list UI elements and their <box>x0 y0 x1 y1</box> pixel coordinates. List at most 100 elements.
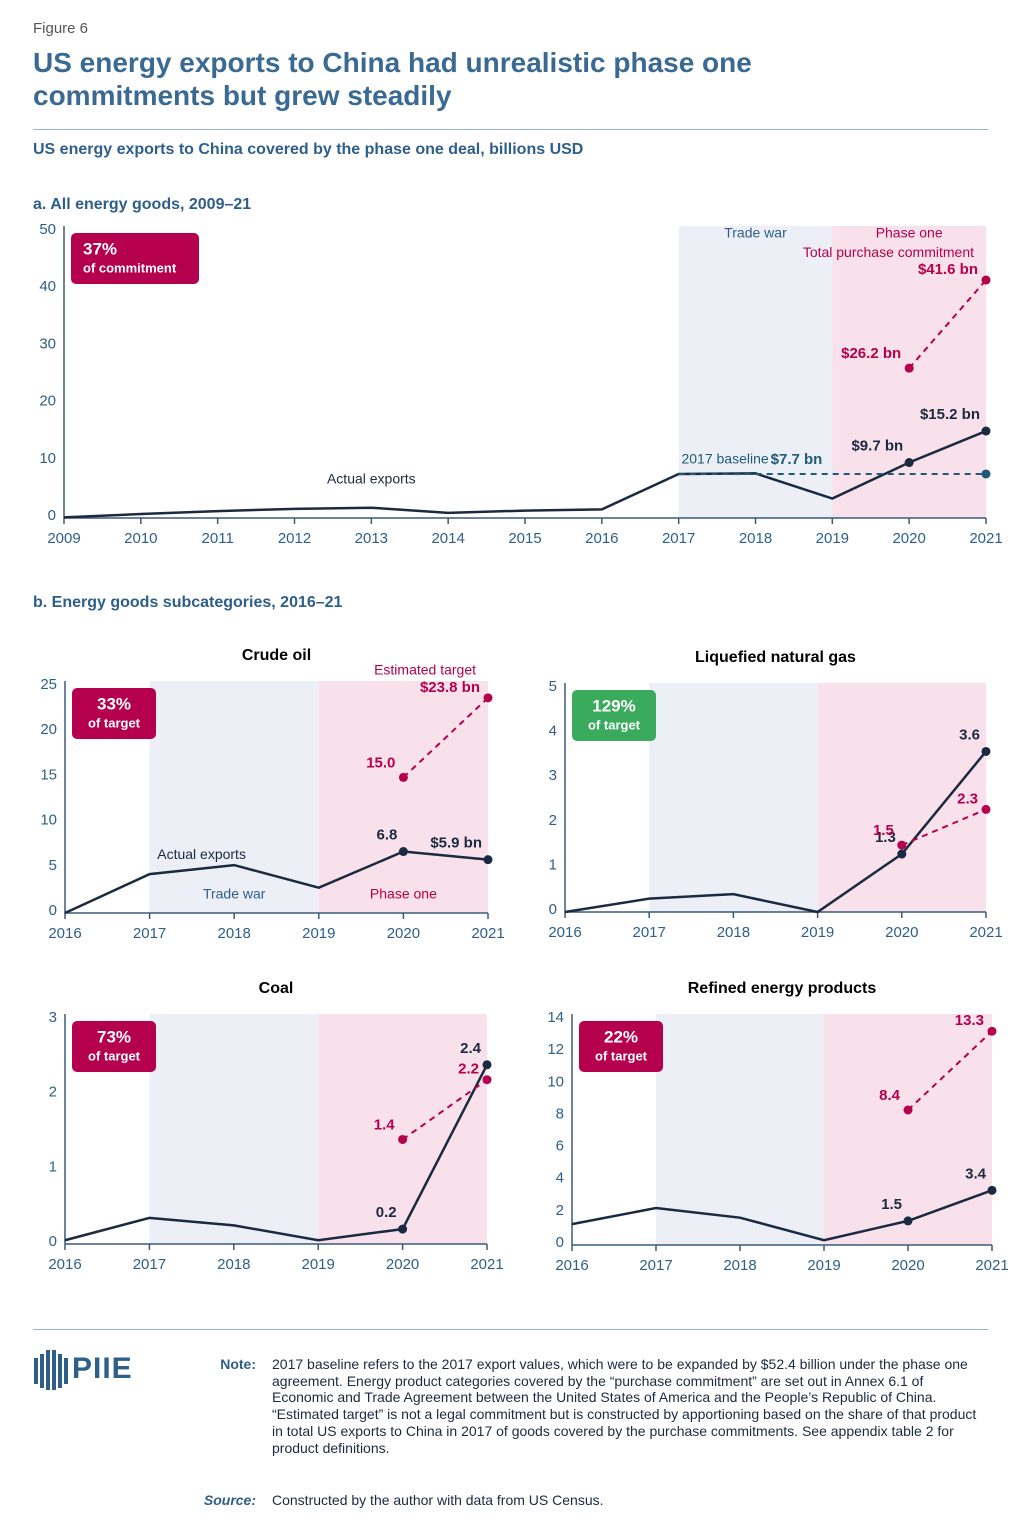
figure-label: Figure 6 <box>33 20 89 37</box>
point <box>903 1216 913 1226</box>
rule <box>33 129 988 130</box>
value-label: $9.7 bn <box>851 437 903 454</box>
value-label: 1.4 <box>374 1116 396 1133</box>
x-tick-label: 2015 <box>508 530 541 547</box>
period-shade <box>656 1014 824 1245</box>
badge-value: 22% <box>604 1027 638 1046</box>
x-tick-label: 2021 <box>470 1256 503 1273</box>
value-label: 2.3 <box>957 790 978 807</box>
series-label: Actual exports <box>157 846 246 862</box>
title: US energy exports to China had unrealist… <box>33 47 752 111</box>
y-tick-label: 50 <box>39 221 56 238</box>
chart-title: a. All energy goods, 2009–21 <box>33 196 251 213</box>
point <box>981 426 991 436</box>
value-label: 3.4 <box>965 1165 987 1182</box>
period-shade <box>817 683 986 912</box>
series-label: Actual exports <box>327 470 416 486</box>
value-label: 15.0 <box>366 754 395 771</box>
x-tick-label: 2020 <box>386 1256 419 1273</box>
value-label: 3.6 <box>959 726 980 743</box>
value-label: 13.3 <box>955 1012 984 1029</box>
y-tick-label: 2 <box>549 812 557 829</box>
badge <box>572 690 656 741</box>
badge-value: 33% <box>97 694 131 713</box>
y-tick-label: 20 <box>40 721 57 738</box>
y-tick-label: 2 <box>556 1202 564 1219</box>
period-label: Phase one <box>370 886 437 902</box>
y-tick-label: 0 <box>549 901 557 918</box>
point <box>981 804 991 814</box>
badge <box>72 1021 156 1072</box>
point <box>398 847 408 857</box>
y-tick-label: 1 <box>549 856 557 873</box>
point <box>897 849 907 859</box>
value-label: $41.6 bn <box>918 261 978 278</box>
value-label: 1.5 <box>873 822 894 839</box>
series-label: Estimated target <box>374 662 476 678</box>
x-tick-label: 2016 <box>555 1257 588 1274</box>
y-tick-label: 10 <box>547 1073 564 1090</box>
x-tick-label: 2014 <box>431 530 464 547</box>
x-tick-label: 2019 <box>302 925 335 942</box>
x-tick-label: 2013 <box>355 530 388 547</box>
x-tick-label: 2021 <box>471 925 504 942</box>
series-line <box>63 429 987 519</box>
series-line <box>901 808 987 847</box>
value-label: 6.8 <box>377 826 398 843</box>
x-tick-label: 2012 <box>278 530 311 547</box>
section-title: b. Energy goods subcategories, 2016–21 <box>33 594 343 611</box>
y-tick-label: 30 <box>39 335 56 352</box>
y-tick-label: 5 <box>549 678 557 695</box>
series-line <box>907 1030 993 1111</box>
value-label: $7.7 bn <box>771 451 823 468</box>
x-tick-label: 2017 <box>133 1256 166 1273</box>
x-tick-label: 2018 <box>723 1257 756 1274</box>
logo-icon <box>34 1350 68 1390</box>
x-tick-label: 2018 <box>218 925 251 942</box>
point <box>904 363 914 373</box>
x-tick-label: 2018 <box>717 924 750 941</box>
badge-caption: of commitment <box>83 260 177 275</box>
y-tick-label: 1 <box>49 1158 57 1175</box>
x-tick-label: 2019 <box>807 1257 840 1274</box>
x-tick-label: 2017 <box>133 925 166 942</box>
badge-value: 37% <box>83 239 117 258</box>
badge <box>72 688 156 739</box>
y-tick-label: 0 <box>556 1234 564 1251</box>
source-label: Source: <box>203 1492 256 1508</box>
point <box>398 1134 408 1144</box>
x-tick-label: 2018 <box>739 530 772 547</box>
series-line <box>908 279 987 369</box>
x-tick-label: 2020 <box>387 925 420 942</box>
point <box>904 458 914 468</box>
series-label: Total purchase commitment <box>803 244 974 260</box>
chart-title: Liquefied natural gas <box>695 649 856 666</box>
y-tick-label: 14 <box>547 1009 564 1026</box>
chart-title: Refined energy products <box>688 980 877 997</box>
point <box>398 772 408 782</box>
chart-title: Coal <box>259 980 294 997</box>
note-label: Note: <box>220 1356 256 1372</box>
period-shade <box>318 681 488 913</box>
period-shade <box>149 1014 319 1244</box>
x-tick-label: 2019 <box>816 530 849 547</box>
x-tick-label: 2020 <box>885 924 918 941</box>
x-tick-label: 2020 <box>891 1257 924 1274</box>
y-tick-label: 6 <box>556 1138 564 1155</box>
value-label: $5.9 bn <box>430 835 482 852</box>
x-tick-label: 2017 <box>662 530 695 547</box>
badge-caption: of target <box>595 1048 648 1063</box>
value-label: 2.2 <box>458 1061 479 1078</box>
point <box>897 840 907 850</box>
y-tick-label: 15 <box>40 766 57 783</box>
y-tick-label: 0 <box>48 507 56 524</box>
x-tick-label: 2018 <box>217 1256 250 1273</box>
period-shade <box>824 1014 992 1245</box>
x-tick-label: 2021 <box>975 1257 1008 1274</box>
badge-value: 129% <box>592 696 635 715</box>
x-tick-label: 2021 <box>969 924 1002 941</box>
x-tick-label: 2017 <box>633 924 666 941</box>
y-tick-label: 0 <box>49 1233 57 1250</box>
series-line <box>564 750 987 914</box>
